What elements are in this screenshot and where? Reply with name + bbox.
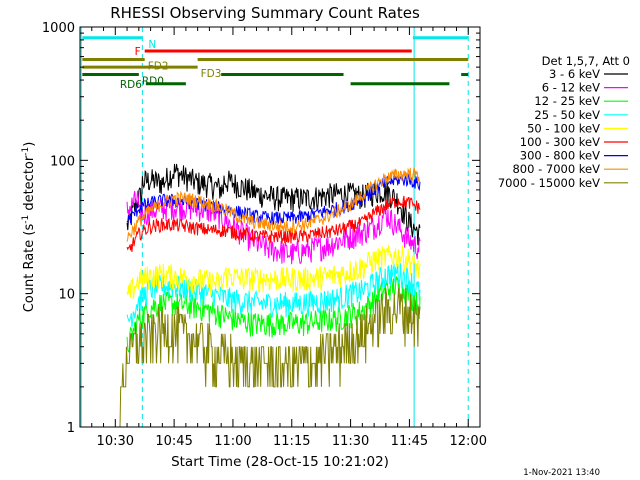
chart-title: RHESSI Observing Summary Count Rates xyxy=(110,4,420,22)
x-axis-label: Start Time (28-Oct-15 10:21:02) xyxy=(171,454,389,470)
x-tick-label: 11:15 xyxy=(273,434,310,449)
y-tick-label: 10 xyxy=(58,288,75,303)
status-bar-label-fd3: FD3 xyxy=(201,68,222,80)
x-tick-label: 12:00 xyxy=(450,434,487,449)
y-tick-label: 1000 xyxy=(42,21,75,36)
series-line-5 xyxy=(126,244,421,300)
y-tick-label: 100 xyxy=(50,154,75,169)
x-tick-label: 11:30 xyxy=(332,434,369,449)
series-line-2 xyxy=(126,190,421,265)
x-tick-label: 10:30 xyxy=(97,434,134,449)
legend-label: 7000 - 15000 keV xyxy=(498,176,600,190)
series-line-9 xyxy=(119,288,421,428)
status-bar-label-rd0: RD0 xyxy=(142,76,164,88)
y-tick-label: 1 xyxy=(67,421,75,436)
y-axis-label-sup2: -1 xyxy=(21,147,31,156)
y-axis-label-mid: detector xyxy=(22,155,37,215)
legend-label: 50 - 100 keV xyxy=(527,121,600,135)
series-line-6 xyxy=(126,195,421,252)
y-axis-label-sup1: -1 xyxy=(21,215,31,224)
legend-label: 25 - 50 keV xyxy=(534,108,600,122)
x-tick-label: 11:00 xyxy=(214,434,251,449)
series-line-8 xyxy=(126,167,421,242)
legend-label: 6 - 12 keV xyxy=(542,81,600,95)
legend-label: 300 - 800 keV xyxy=(520,149,600,163)
series-line-3 xyxy=(126,275,421,353)
status-bars-layer: NFFD2FD3RD0RD6 xyxy=(82,36,469,91)
y-axis-label: Count Rate (s-1 detector-1) xyxy=(21,142,37,313)
x-tick-label: 11:45 xyxy=(391,434,428,449)
legend-header: Det 1,5,7, Att 0 xyxy=(542,54,630,68)
series-line-4 xyxy=(126,262,421,328)
y-axis-label-end: ) xyxy=(22,142,37,147)
y-axis-label-main: Count Rate (s xyxy=(22,224,37,313)
status-bar-label-rd6: RD6 xyxy=(120,79,142,91)
status-bar-label-f: F xyxy=(135,46,141,58)
status-bar-label-n: N xyxy=(148,39,156,51)
footer-stamp: 1-Nov-2021 13:40 xyxy=(523,468,600,478)
legend-label: 12 - 25 keV xyxy=(534,94,600,108)
x-tick-label: 10:45 xyxy=(155,434,192,449)
legend-label: 100 - 300 keV xyxy=(520,135,600,149)
series-layer xyxy=(119,163,421,428)
axes-layer: 1 10 100 1000 10:30 10:45 11:00 11:15 11:30 11:45… xyxy=(42,21,487,449)
legend-label: 3 - 6 keV xyxy=(549,67,600,81)
legend-label: 800 - 7000 keV xyxy=(512,162,600,176)
